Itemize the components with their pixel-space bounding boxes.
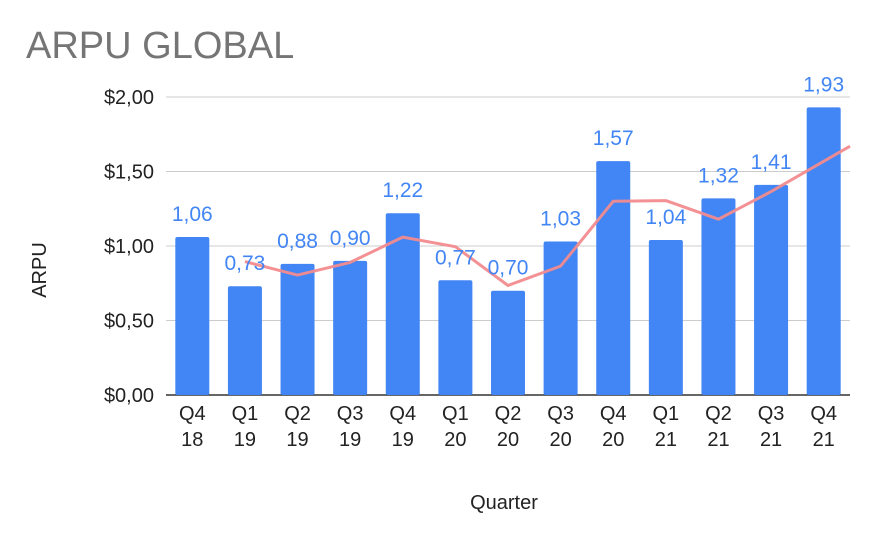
x-tick-label: 21 <box>760 429 782 451</box>
bar <box>333 260 368 395</box>
y-tick-label: $1,50 <box>104 162 154 184</box>
bar <box>701 198 736 395</box>
x-tick-label: Q1 <box>442 403 469 425</box>
x-tick-label: 19 <box>392 429 414 451</box>
x-tick-label: Q4 <box>600 403 627 425</box>
bar <box>385 213 420 395</box>
data-label: 0,90 <box>330 227 371 250</box>
x-tick-label: 21 <box>813 429 835 451</box>
data-label: 1,93 <box>803 73 844 96</box>
x-tick-label: 18 <box>181 429 203 451</box>
y-tick-label: $1,00 <box>104 236 154 258</box>
data-label: 0,77 <box>435 246 476 269</box>
y-axis-label: ARPU <box>29 242 51 298</box>
data-label: 0,73 <box>224 252 265 275</box>
data-label: 1,06 <box>172 203 213 226</box>
x-tick-label: Q3 <box>547 403 574 425</box>
x-axis-ticks: Q4 18 Q1 19 Q2 19 Q3 19 Q4 19 Q1 20 Q2 20 Q3 20 Q4 20 Q1 21… <box>179 403 837 451</box>
x-tick-label: 19 <box>339 429 361 451</box>
data-label: 1,03 <box>540 208 581 231</box>
x-tick-label: 20 <box>602 429 624 451</box>
y-tick-label: $0,00 <box>104 385 154 407</box>
x-tick-label: 21 <box>707 429 729 451</box>
x-tick-label: 19 <box>234 429 256 451</box>
bar <box>175 237 210 395</box>
x-tick-label: 20 <box>444 429 466 451</box>
bar <box>754 184 789 395</box>
x-tick-label: 20 <box>549 429 571 451</box>
x-tick-label: Q2 <box>495 403 522 425</box>
y-tick-label: $0,50 <box>104 311 154 333</box>
trendline <box>244 144 851 287</box>
x-tick-label: Q4 <box>389 403 416 425</box>
trendline-path <box>244 144 851 287</box>
x-tick-label: Q3 <box>337 403 364 425</box>
y-tick-label: $2,00 <box>104 87 154 109</box>
bar <box>491 290 525 395</box>
x-tick-label: Q4 <box>810 403 837 425</box>
x-tick-label: Q2 <box>284 403 311 425</box>
x-tick-label: 21 <box>655 429 677 451</box>
bar-series <box>175 107 841 396</box>
x-axis-label: Quarter <box>470 492 538 514</box>
bar <box>806 107 841 396</box>
bar <box>648 240 683 395</box>
x-tick-label: 20 <box>497 429 519 451</box>
bar <box>596 161 631 395</box>
x-tick-label: Q2 <box>705 403 732 425</box>
data-label: 1,57 <box>593 127 634 150</box>
bar <box>227 286 262 395</box>
data-label: 0,70 <box>488 257 529 280</box>
bar <box>438 280 473 395</box>
x-tick-label: 19 <box>286 429 308 451</box>
data-label: 0,88 <box>277 230 318 253</box>
data-label: 1,32 <box>698 164 739 187</box>
x-tick-label: Q1 <box>653 403 680 425</box>
data-label: 1,04 <box>645 206 686 229</box>
data-label: 1,22 <box>382 179 423 202</box>
data-label: 1,41 <box>751 151 792 174</box>
bar <box>543 241 578 395</box>
x-tick-label: Q1 <box>232 403 259 425</box>
data-labels: 1,06 0,73 0,88 0,90 1,22 0,77 0,70 1,03 1,57 1,04… <box>172 73 844 279</box>
chart-title: ARPU GLOBAL <box>26 25 294 67</box>
x-tick-label: Q3 <box>758 403 785 425</box>
x-tick-label: Q4 <box>179 403 206 425</box>
bar <box>280 263 315 395</box>
y-axis-ticks: $0,00 $0,50 $1,00 $1,50 $2,00 <box>104 87 154 407</box>
